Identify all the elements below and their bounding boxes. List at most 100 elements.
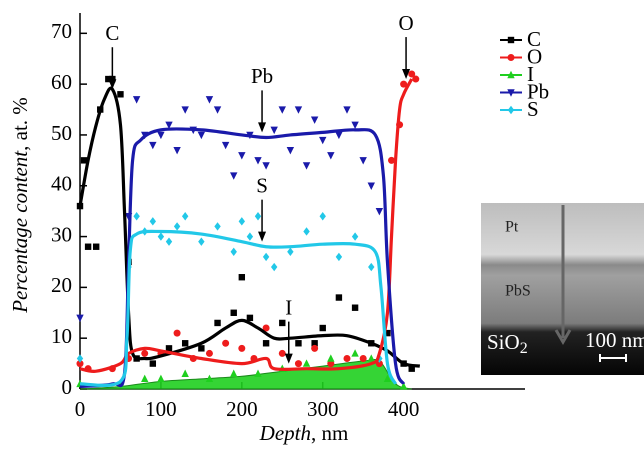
legend-marker bbox=[508, 54, 515, 61]
point bbox=[141, 350, 148, 357]
inset-label: SiO bbox=[487, 330, 520, 354]
point bbox=[117, 91, 123, 97]
point bbox=[376, 208, 383, 215]
point bbox=[182, 340, 188, 346]
point bbox=[222, 142, 229, 149]
point bbox=[239, 274, 245, 280]
inset-subscript: 2 bbox=[520, 340, 528, 357]
inset-image: Pt PbS SiO2 100 nm bbox=[481, 203, 644, 375]
point bbox=[262, 162, 269, 169]
point bbox=[320, 325, 326, 331]
point bbox=[93, 244, 99, 250]
x-tick-label: 200 bbox=[226, 397, 258, 421]
point bbox=[303, 162, 310, 169]
point bbox=[335, 132, 342, 139]
point bbox=[198, 132, 205, 139]
y-tick-label: 30 bbox=[51, 222, 72, 246]
point bbox=[271, 263, 277, 271]
point bbox=[133, 96, 140, 103]
annotation: S bbox=[256, 173, 268, 197]
point bbox=[206, 350, 213, 357]
point bbox=[150, 360, 156, 366]
point bbox=[181, 370, 188, 377]
x-axis-label-rest: , nm bbox=[311, 421, 348, 445]
point bbox=[173, 147, 180, 154]
point bbox=[247, 232, 253, 240]
point bbox=[255, 212, 261, 220]
annotation-arrowhead bbox=[285, 354, 293, 364]
point bbox=[182, 212, 188, 220]
point bbox=[238, 152, 245, 159]
point bbox=[76, 315, 83, 322]
x-axis-label: Depth, nm bbox=[259, 421, 349, 445]
y-tick-label: 40 bbox=[51, 172, 72, 196]
point bbox=[287, 147, 294, 154]
point bbox=[149, 142, 156, 149]
point bbox=[174, 330, 181, 337]
point bbox=[230, 370, 237, 377]
y-axis-label: Percentage content, at. % bbox=[8, 97, 32, 314]
point bbox=[311, 117, 318, 124]
point bbox=[150, 217, 156, 225]
point bbox=[351, 122, 358, 129]
inset-label: PbS bbox=[505, 283, 531, 300]
point bbox=[263, 253, 269, 261]
point bbox=[351, 349, 358, 356]
point bbox=[141, 375, 148, 382]
point bbox=[158, 232, 164, 240]
point bbox=[303, 227, 309, 235]
x-tick-label: 0 bbox=[75, 397, 86, 421]
point bbox=[336, 294, 342, 300]
point bbox=[287, 248, 293, 256]
chart: 0100200300400010203040506070COPbSICOIPbS… bbox=[0, 0, 644, 448]
point bbox=[214, 222, 220, 230]
point bbox=[214, 320, 220, 326]
point bbox=[359, 157, 366, 164]
point bbox=[166, 237, 172, 245]
point bbox=[247, 315, 253, 321]
point bbox=[181, 106, 188, 113]
point bbox=[327, 354, 334, 361]
point bbox=[198, 237, 204, 245]
y-axis-label-italic: Percentage content bbox=[8, 150, 32, 314]
y-tick-label: 50 bbox=[51, 121, 72, 145]
legend-label: S bbox=[527, 97, 539, 121]
point bbox=[336, 253, 342, 261]
point bbox=[239, 217, 245, 225]
annotation-arrowhead bbox=[258, 232, 266, 242]
point bbox=[412, 76, 419, 83]
annotation: I bbox=[285, 295, 292, 319]
point bbox=[279, 320, 285, 326]
x-tick-label: 300 bbox=[307, 397, 339, 421]
x-tick-label: 100 bbox=[145, 397, 177, 421]
annotation: Pb bbox=[251, 64, 273, 88]
point bbox=[238, 345, 245, 352]
inset-scale-label: 100 nm bbox=[585, 328, 644, 352]
y-tick-label: 60 bbox=[51, 70, 72, 94]
y-tick-label: 10 bbox=[51, 324, 72, 348]
annotation: C bbox=[105, 21, 119, 45]
point bbox=[85, 244, 91, 250]
point bbox=[352, 305, 358, 311]
point bbox=[270, 127, 277, 134]
point bbox=[279, 106, 286, 113]
annotation: O bbox=[398, 11, 413, 35]
point bbox=[320, 212, 326, 220]
point bbox=[360, 355, 367, 362]
point bbox=[230, 172, 237, 179]
x-tick-label: 400 bbox=[388, 397, 420, 421]
point bbox=[231, 310, 237, 316]
point bbox=[295, 340, 301, 346]
y-tick-label: 70 bbox=[51, 19, 72, 43]
legend-marker bbox=[508, 37, 514, 43]
y-tick-label: 0 bbox=[62, 375, 73, 399]
point bbox=[311, 345, 318, 352]
point bbox=[214, 106, 221, 113]
point bbox=[279, 350, 286, 357]
point bbox=[327, 152, 334, 159]
point bbox=[206, 96, 213, 103]
point bbox=[319, 137, 326, 144]
point bbox=[368, 354, 375, 361]
